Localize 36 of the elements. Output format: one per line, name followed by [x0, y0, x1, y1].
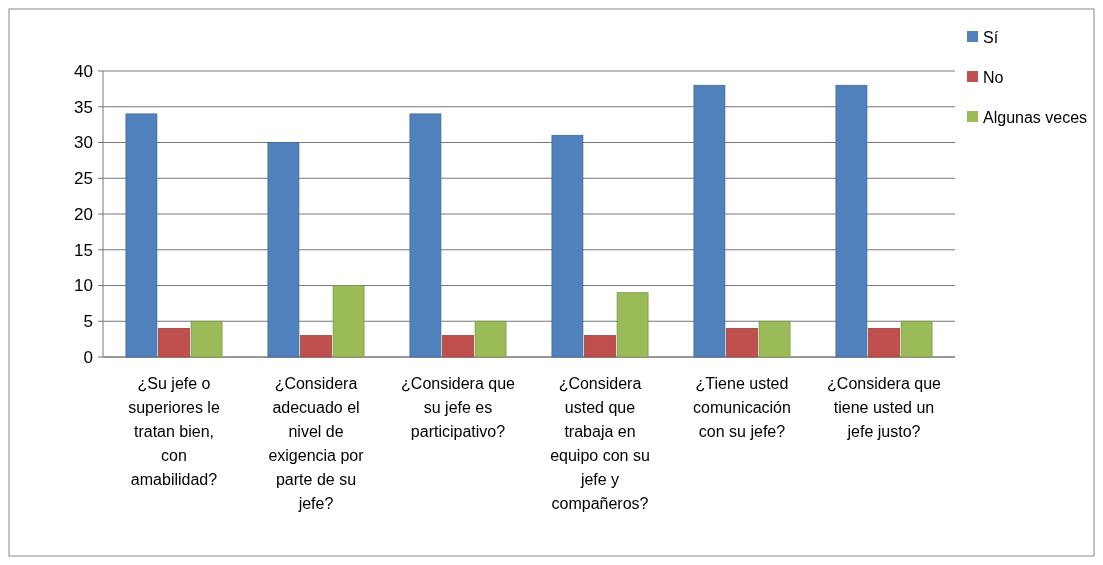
y-tick-label: 10	[74, 276, 93, 296]
bar	[551, 134, 584, 358]
legend-label: Sí	[983, 28, 999, 46]
bar	[758, 320, 791, 358]
bar	[616, 292, 649, 358]
legend-label: Algunas veces	[983, 108, 1088, 126]
legend-label: No	[983, 68, 1004, 86]
x-tick-label: ¿Su jefe o superiores le tratan bien, con amabilidad?	[128, 375, 220, 488]
bar	[693, 84, 726, 358]
x-tick-label: ¿Considera usted que trabaja en equipo con su jefe y compañeros?	[550, 375, 650, 512]
x-tick-label: ¿Considera que tiene usted un jefe justo?	[827, 375, 942, 440]
y-tick-label: 35	[74, 97, 93, 117]
bar	[300, 335, 332, 358]
y-tick-label: 0	[83, 347, 93, 367]
x-tick-label: ¿Considera que su jefe es participativo?	[401, 375, 516, 440]
bar	[868, 328, 900, 358]
y-tick-label: 25	[74, 169, 93, 189]
y-tick-label: 40	[74, 61, 93, 81]
y-tick-label: 5	[83, 312, 93, 332]
bar	[409, 113, 442, 358]
y-tick-label: 15	[74, 240, 93, 260]
bar	[158, 328, 190, 358]
bar	[332, 285, 365, 358]
y-tick-label: 20	[74, 204, 93, 224]
bar	[584, 335, 616, 358]
bar	[900, 320, 933, 358]
bar	[726, 328, 758, 358]
x-tick-label: ¿Considera adecuado el nivel de exigencia por parte de su jefe?	[268, 375, 365, 512]
bar	[190, 320, 223, 358]
x-tick-label: ¿Tiene usted comunicación con su jefe?	[693, 375, 791, 440]
bar	[442, 335, 474, 358]
y-tick-label: 30	[74, 133, 93, 153]
bar	[125, 113, 158, 358]
bar	[474, 320, 507, 358]
bar	[267, 142, 300, 358]
bar	[835, 84, 868, 358]
